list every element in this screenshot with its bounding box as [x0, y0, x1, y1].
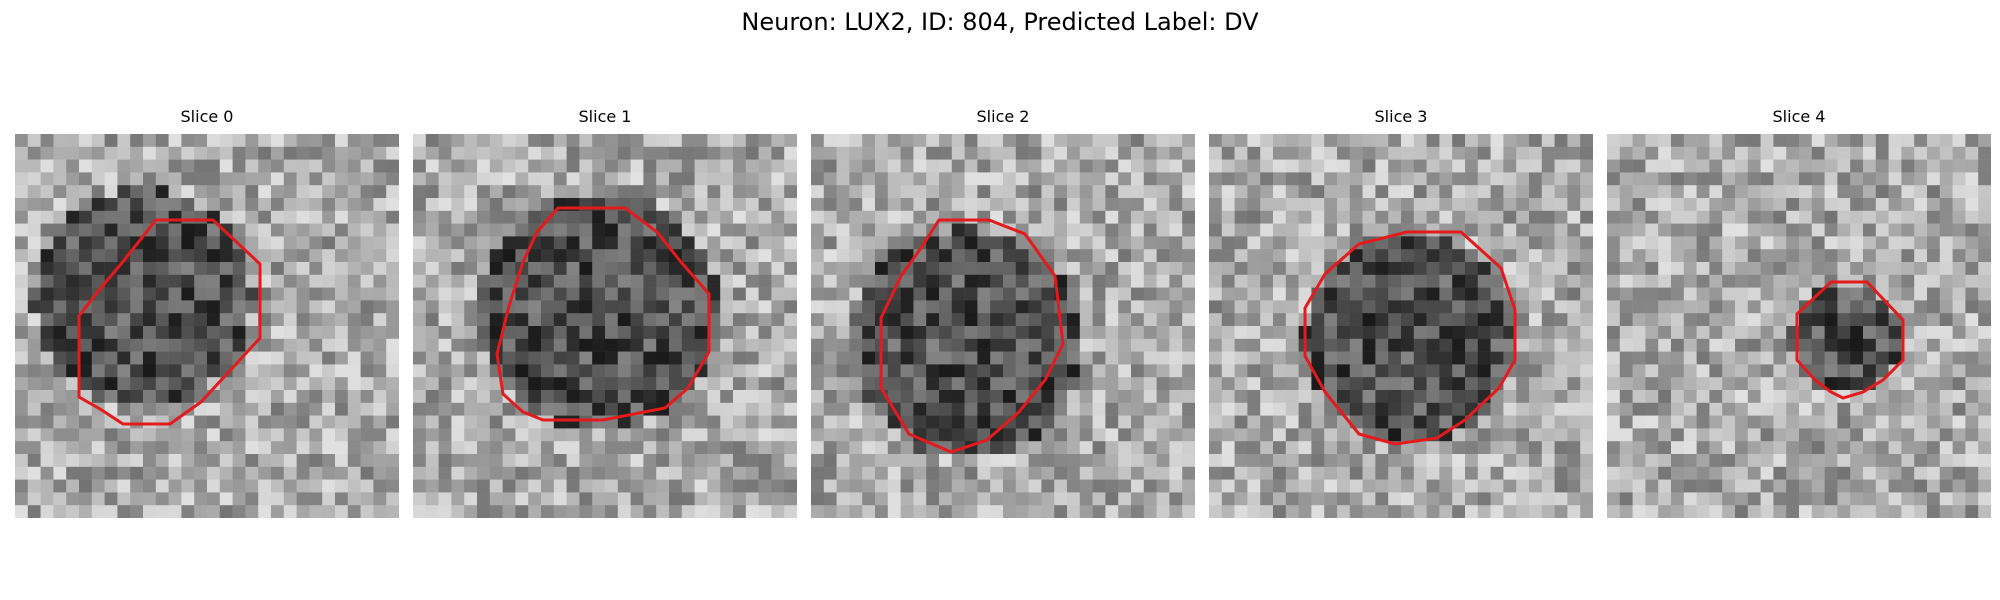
- slice-image: [811, 134, 1195, 518]
- roi-contour: [879, 218, 1065, 454]
- panel-slice-0: Slice 0: [15, 106, 399, 518]
- roi-contour: [77, 218, 262, 426]
- panel-title: Slice 2: [976, 107, 1030, 126]
- panel-slice-2: Slice 2: [811, 106, 1195, 518]
- panel-title: Slice 0: [180, 107, 234, 126]
- panel-title: Slice 1: [578, 107, 632, 126]
- roi-contour: [495, 206, 711, 422]
- panel-title: Slice 3: [1374, 107, 1428, 126]
- slice-image: [413, 134, 797, 518]
- roi-contour: [1303, 230, 1517, 446]
- figure-title: Neuron: LUX2, ID: 804, Predicted Label: …: [741, 8, 1259, 36]
- slice-image: [15, 134, 399, 518]
- panel-slice-3: Slice 3: [1209, 106, 1593, 518]
- slice-image: [1209, 134, 1593, 518]
- panel-title: Slice 4: [1772, 107, 1826, 126]
- panel-slice-1: Slice 1: [413, 106, 797, 518]
- roi-contour: [1795, 280, 1905, 400]
- panel-slice-4: Slice 4: [1607, 106, 1991, 518]
- slice-image: [1607, 134, 1991, 518]
